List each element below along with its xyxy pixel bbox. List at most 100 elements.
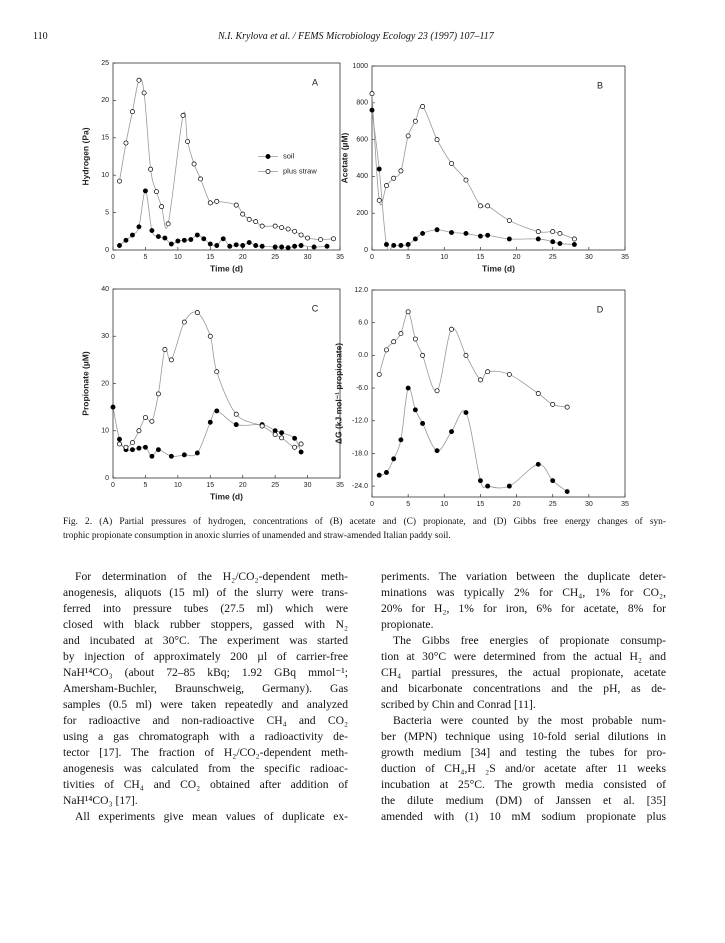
caption-line: trophic propionate consumption in anoxic… (63, 530, 451, 541)
y-tick-label: 20 (101, 97, 109, 104)
legend-marker (265, 154, 271, 159)
data-point (477, 233, 483, 239)
data-point (136, 224, 142, 230)
data-point (369, 107, 375, 113)
data-point (165, 221, 171, 227)
text-line: Amersham-Buchler, Braunschweig, Germany)… (63, 682, 348, 695)
data-point (550, 478, 556, 484)
fit-curve (378, 311, 568, 408)
data-point (535, 391, 541, 396)
data-point (185, 139, 191, 144)
data-point (535, 461, 541, 467)
y-tick-label: 40 (101, 286, 109, 293)
x-tick-label: 20 (239, 482, 247, 489)
data-point (155, 391, 161, 397)
text-line: by injection of approximately 200 µl of … (63, 650, 348, 663)
text-line: 20% for H₂, 1% for iron, 6% for acetate,… (381, 602, 666, 615)
data-point (412, 407, 418, 413)
data-point (535, 236, 541, 242)
legend-marker (265, 169, 271, 174)
data-point (207, 200, 213, 206)
text-line: scribed by Chin and Conrad [11]. (381, 698, 536, 711)
data-point (434, 448, 440, 454)
data-point (434, 137, 440, 143)
data-point (181, 237, 187, 243)
data-point (272, 223, 278, 229)
x-tick-label: 35 (621, 254, 629, 261)
data-point (376, 472, 382, 478)
data-point (369, 91, 375, 97)
data-point (405, 133, 411, 139)
data-point (298, 232, 304, 238)
y-tick-label: 0 (105, 247, 109, 254)
x-tick-label: 15 (477, 501, 485, 508)
legend-text: plus straw (283, 166, 317, 175)
data-point (220, 236, 226, 242)
text-line: anogenesis was calculated from the speci… (63, 762, 348, 775)
data-point (535, 229, 541, 235)
plot-frame (112, 62, 341, 251)
x-tick-label: 15 (206, 482, 214, 489)
x-tick-label: 0 (370, 501, 374, 508)
data-point (571, 242, 577, 247)
text-line: the dilute medium (DM) of Janssen et al.… (381, 794, 666, 807)
fit-curve (371, 93, 575, 240)
data-point (214, 369, 220, 375)
data-point (485, 483, 491, 489)
data-point (412, 118, 418, 124)
y-tick-label: -24.0 (352, 483, 368, 490)
data-point (181, 319, 187, 325)
x-tick-label: 35 (336, 254, 344, 261)
data-point (117, 436, 122, 442)
x-axis-title: Time (d) (482, 263, 515, 273)
text-line: CH₄ partial pressures, the actual propio… (381, 666, 666, 679)
data-point (198, 176, 204, 182)
data-point (285, 245, 291, 251)
y-axis-title: Acetate (µM) (339, 132, 349, 183)
text-line: ber (MPN) technique using 10-fold serial… (381, 730, 666, 743)
x-tick-label: 5 (406, 254, 410, 261)
y-tick-label: 0 (364, 247, 368, 254)
data-point (149, 228, 155, 234)
data-point (298, 449, 304, 455)
data-point (405, 242, 411, 247)
data-point (331, 236, 336, 242)
data-point (142, 444, 148, 450)
data-point (194, 450, 200, 456)
data-point (477, 478, 483, 484)
data-point (311, 244, 317, 250)
data-point (117, 243, 122, 248)
text-line: incubation at 25°C. The growth media con… (381, 778, 666, 791)
data-point (305, 235, 311, 241)
data-point (123, 140, 129, 146)
data-point (214, 243, 220, 248)
text-line: tion at 30°C were determined from the ac… (381, 650, 666, 663)
x-tick-label: 25 (549, 254, 557, 261)
data-point (324, 243, 330, 249)
text-line: and bicarbonate concentrations and the p… (381, 682, 666, 695)
data-point (376, 166, 382, 172)
data-point (376, 197, 382, 203)
text-line: for radioactive and non-radioactive CH₄ … (63, 714, 348, 727)
data-point (149, 418, 155, 424)
x-tick-label: 35 (621, 501, 629, 508)
panel-label: A (312, 77, 318, 87)
x-tick-label: 20 (513, 254, 521, 261)
data-point (434, 227, 440, 233)
plot-frame (371, 289, 626, 498)
data-point (391, 339, 397, 345)
data-point (194, 310, 200, 316)
data-point (233, 422, 239, 428)
x-tick-label: 25 (271, 254, 279, 261)
x-tick-label: 15 (206, 254, 214, 261)
data-point (384, 183, 389, 189)
text-line: growth medium [34] and testing the tubes… (381, 746, 666, 759)
data-point (233, 202, 239, 208)
x-tick-label: 25 (271, 482, 279, 489)
data-point (188, 237, 194, 242)
data-point (130, 232, 135, 238)
data-point (279, 244, 285, 250)
data-point (292, 444, 298, 450)
data-point (463, 352, 469, 358)
